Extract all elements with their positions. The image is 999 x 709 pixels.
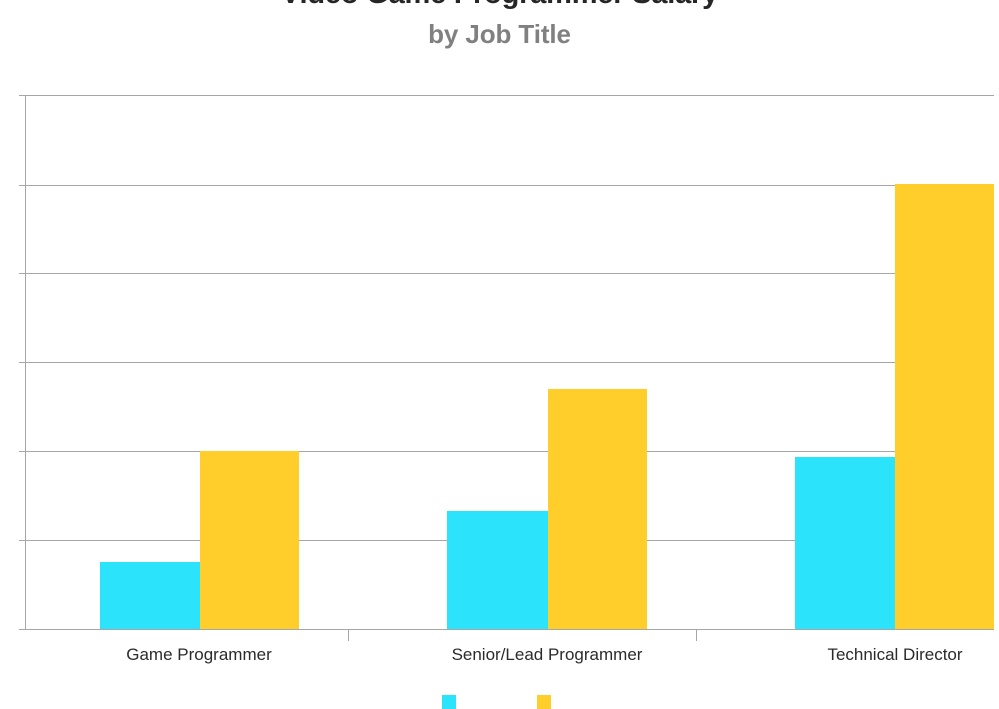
y-axis-tick xyxy=(19,629,25,630)
gridline xyxy=(25,185,994,186)
gridline xyxy=(25,362,994,363)
category-separator xyxy=(348,629,349,641)
bar-technical-director-yellow xyxy=(895,184,994,629)
y-axis-tick xyxy=(19,273,25,274)
page-title: Video Game Programmer Salary xyxy=(0,0,999,14)
bar-senior-lead-programmer-yellow xyxy=(548,388,647,629)
bar-technical-director-cyan xyxy=(795,457,895,629)
chart-subtitle: by Job Title xyxy=(428,19,571,49)
legend-swatch-yellow-icon xyxy=(536,695,551,709)
bar-game-programmer-yellow xyxy=(200,451,299,629)
x-axis-label-game-programmer: Game Programmer xyxy=(126,645,272,664)
y-axis-tick xyxy=(19,95,25,96)
gridline xyxy=(25,629,994,630)
bar-senior-lead-programmer-cyan xyxy=(447,510,548,629)
y-axis-tick xyxy=(19,540,25,541)
y-axis-tick xyxy=(19,185,25,186)
gridline xyxy=(25,95,994,96)
y-axis-tick xyxy=(19,362,25,363)
legend-item-series-1[interactable] xyxy=(441,690,463,709)
legend-swatch-cyan-icon xyxy=(441,695,456,709)
title-block: Video Game Programmer Salary by Job Titl… xyxy=(0,0,999,54)
gridline xyxy=(25,451,994,452)
y-axis-tick xyxy=(19,451,25,452)
bar-game-programmer-cyan xyxy=(100,562,200,629)
gridline xyxy=(25,273,994,274)
category-separator xyxy=(696,629,697,641)
chart-legend xyxy=(0,690,999,709)
x-axis-label-senior-lead-programmer: Senior/Lead Programmer xyxy=(451,645,643,664)
legend-item-series-2[interactable] xyxy=(536,690,558,709)
plot-area xyxy=(25,95,994,630)
x-axis-label-technical-director: Technical Director xyxy=(827,645,963,664)
